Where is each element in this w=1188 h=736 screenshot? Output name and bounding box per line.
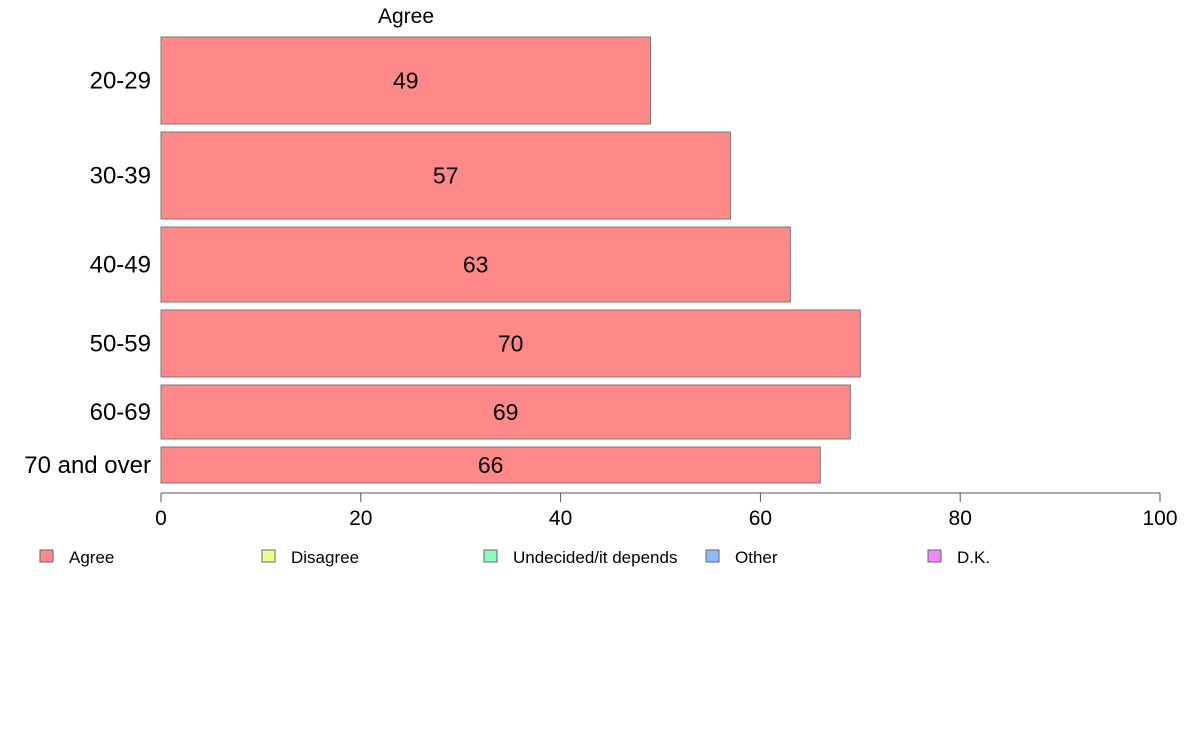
bar-70-and-over <box>160 446 821 484</box>
legend-swatch-undecided-it-depends <box>483 549 498 563</box>
bar-30-39 <box>160 131 731 220</box>
category-label-30-39: 30-39 <box>90 163 151 190</box>
bar-60-69 <box>160 384 851 440</box>
x-axis: 0 20 40 60 80 100 <box>155 492 1178 530</box>
bar-40-49 <box>160 226 791 303</box>
x-tick-label: 80 <box>949 507 972 530</box>
category-label-20-29: 20-29 <box>90 68 151 95</box>
legend-label-undecided-it-depends: Undecided/it depends <box>513 548 677 567</box>
bar-value-label: 70 <box>498 331 524 357</box>
legend-swatch-d-k <box>927 549 942 563</box>
bar-value-label: 63 <box>463 252 489 278</box>
legend-label-d-k: D.K. <box>957 548 990 567</box>
bars-group: 49 57 63 70 69 66 <box>160 36 861 484</box>
panel-label: Agree <box>378 5 434 28</box>
category-label-50-59: 50-59 <box>90 331 151 358</box>
category-label-40-49: 40-49 <box>90 252 151 279</box>
x-tick-label: 100 <box>1142 507 1177 530</box>
x-tick-label: 40 <box>549 507 572 530</box>
legend-label-disagree: Disagree <box>291 548 359 567</box>
bar-value-label: 49 <box>393 68 419 94</box>
x-tick-label: 20 <box>349 507 372 530</box>
legend-swatch-disagree <box>261 549 276 563</box>
legend-swatch-other <box>705 549 720 563</box>
legend: Agree Disagree Undecided/it depends Other D.… <box>39 548 990 567</box>
x-tick-label: 60 <box>749 507 772 530</box>
category-label-60-69: 60-69 <box>90 399 151 426</box>
bar-value-label: 69 <box>493 399 519 425</box>
category-label-70-and-over: 70 and over <box>24 452 151 479</box>
bar-value-label: 66 <box>478 452 504 478</box>
bar-value-label: 57 <box>433 163 459 189</box>
bar-50-59 <box>160 309 861 378</box>
legend-label-agree: Agree <box>69 548 114 567</box>
bar-20-29 <box>160 36 652 125</box>
legend-label-other: Other <box>735 548 778 567</box>
legend-swatch-agree <box>39 549 54 563</box>
x-tick-label: 0 <box>155 507 167 530</box>
category-labels: 20-29 30-39 40-49 50-59 60-69 70 and over <box>24 68 151 480</box>
